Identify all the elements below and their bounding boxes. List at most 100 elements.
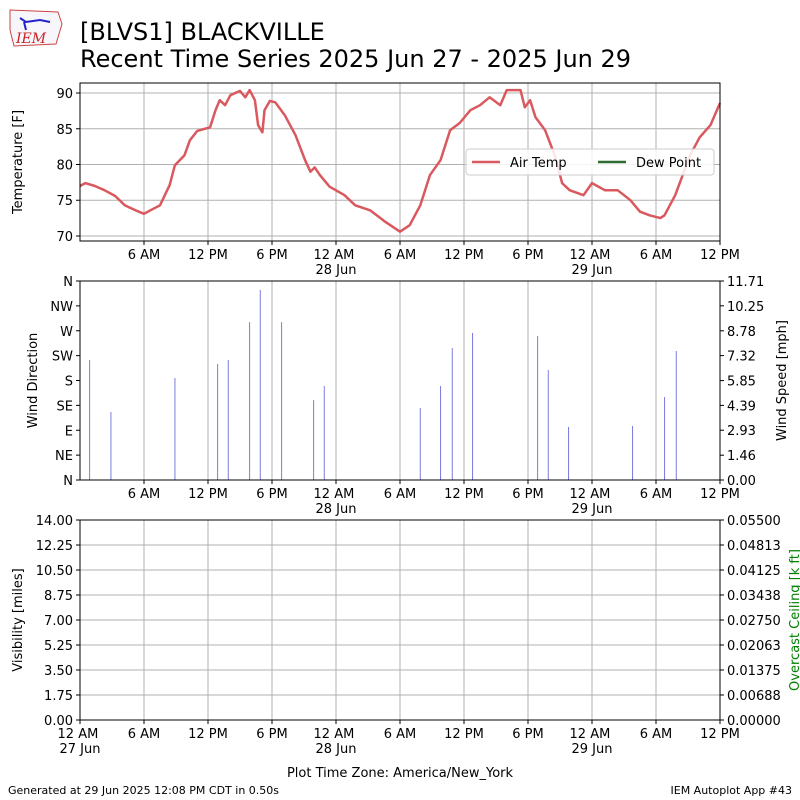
y-tick-label: 12.25 xyxy=(36,539,73,554)
y-tick-label: 85 xyxy=(56,123,73,138)
x-tick-label: 6 AM xyxy=(384,727,417,742)
x-tick-label: 6 PM xyxy=(256,727,287,742)
bar xyxy=(249,322,251,480)
y-tick-label: 3.50 xyxy=(44,664,73,679)
data-line xyxy=(79,88,722,233)
y-tick-label: NE xyxy=(55,449,73,464)
y2-axis-label: Wind Speed [mph] xyxy=(775,320,790,441)
logo-text: IEM xyxy=(15,31,47,47)
x-tick-label: 12 PM xyxy=(700,248,740,263)
x-tick-label: 6 AM xyxy=(640,487,673,502)
bar xyxy=(217,364,219,480)
y2-tick-label: 1.46 xyxy=(727,449,756,464)
legend-label: Air Temp xyxy=(510,156,567,171)
y-tick-label: 90 xyxy=(56,87,73,102)
y-tick-label: 14.00 xyxy=(36,514,73,529)
x-tick-label: 6 AM xyxy=(640,248,673,263)
y2-tick-label: 2.93 xyxy=(727,424,756,439)
axes-frame xyxy=(79,82,721,242)
y-axis-label: Visibility [miles] xyxy=(11,568,26,671)
logo-lines xyxy=(19,17,51,31)
y2-tick-label: 0.05500 xyxy=(727,514,781,529)
y-tick-label: SE xyxy=(57,399,73,414)
bar xyxy=(227,360,229,480)
x-tick-label: 12 PM xyxy=(700,727,740,742)
y2-tick-label: 5.85 xyxy=(727,375,756,390)
bar xyxy=(313,400,315,480)
y-tick-label: W xyxy=(60,325,73,340)
x-axis-label: Plot Time Zone: America/New_York xyxy=(287,766,514,781)
y-tick-label: N xyxy=(63,275,73,290)
y2-tick-label: 10.25 xyxy=(727,300,764,315)
x-tick-label: 12 PM xyxy=(188,248,228,263)
legend-box xyxy=(465,148,715,176)
y-tick-label: 80 xyxy=(56,159,73,174)
y2-tick-label: 0.04125 xyxy=(727,564,781,579)
y2-tick-label: 8.78 xyxy=(727,325,756,340)
y2-tick-label: 0.00 xyxy=(727,474,756,489)
x-tick-label: 12 PM xyxy=(444,248,484,263)
y-tick-label: 8.75 xyxy=(44,589,73,604)
y2-tick-label: 0.02063 xyxy=(727,639,781,654)
x-tick-label: 6 AM xyxy=(640,727,673,742)
y-tick-label: S xyxy=(65,375,73,390)
y-tick-label: 5.25 xyxy=(44,639,73,654)
x-tick-label: 6 PM xyxy=(512,727,543,742)
x-tick-label: 6 AM xyxy=(128,487,161,502)
app-note: IEM Autoplot App #43 xyxy=(671,784,793,797)
legend-label: Dew Point xyxy=(636,156,701,171)
x-tick-label: 6 AM xyxy=(128,248,161,263)
y-tick-label: SW xyxy=(52,350,73,365)
y2-tick-label: 0.03438 xyxy=(727,589,781,604)
x-tick-label: 6 PM xyxy=(256,487,287,502)
bar xyxy=(110,412,112,480)
bar xyxy=(89,360,91,480)
bar xyxy=(664,397,666,480)
bar xyxy=(472,333,474,480)
axes-frame xyxy=(79,280,721,481)
y-tick-label: 0.00 xyxy=(44,714,73,729)
bar xyxy=(568,426,570,480)
bar xyxy=(547,370,549,480)
x-tick-label: 12 PM xyxy=(188,487,228,502)
x-tick-label: 6 AM xyxy=(128,727,161,742)
y2-tick-label: 0.00000 xyxy=(727,714,781,729)
y-axis-label: Wind Direction xyxy=(26,333,41,429)
y-tick-label: 75 xyxy=(56,194,73,209)
x-tick-label: 12 AM 28 Jun xyxy=(314,248,359,278)
y2-tick-label: 4.39 xyxy=(727,399,756,414)
y-tick-label: NW xyxy=(50,300,73,315)
x-tick-label: 12 AM 28 Jun xyxy=(314,727,359,757)
bar xyxy=(323,386,325,480)
x-tick-label: 12 AM 28 Jun xyxy=(314,487,359,517)
y2-tick-label: 11.71 xyxy=(727,275,764,290)
bar xyxy=(675,351,677,480)
title: [BLVS1] BLACKVILLE xyxy=(80,18,325,46)
x-tick-label: 6 AM xyxy=(384,487,417,502)
bar xyxy=(440,386,442,480)
y-tick-label: 7.00 xyxy=(44,614,73,629)
x-tick-label: 12 PM xyxy=(444,487,484,502)
y-tick-label: 70 xyxy=(56,230,73,245)
bar xyxy=(632,425,634,480)
bar xyxy=(174,378,176,480)
y2-tick-label: 0.04813 xyxy=(727,539,781,554)
x-tick-label: 12 AM 29 Jun xyxy=(570,727,615,757)
x-tick-label: 6 PM xyxy=(512,248,543,263)
generated-note: Generated at 29 Jun 2025 12:08 PM CDT in… xyxy=(8,784,279,797)
bar xyxy=(259,290,261,480)
y-tick-label: E xyxy=(65,424,73,439)
x-tick-label: 12 PM xyxy=(444,727,484,742)
x-tick-label: 12 AM 27 Jun xyxy=(58,727,103,757)
y2-tick-label: 0.02750 xyxy=(727,614,781,629)
x-tick-label: 12 AM 29 Jun xyxy=(570,487,615,517)
logo: IEM xyxy=(9,9,63,47)
x-tick-label: 6 PM xyxy=(512,487,543,502)
y2-axis-label: Overcast Ceiling [k ft] xyxy=(788,549,800,691)
x-tick-label: 12 AM 29 Jun xyxy=(570,248,615,278)
y-axis-label: Temperature [F] xyxy=(11,110,26,215)
x-tick-label: 12 PM xyxy=(188,727,228,742)
y2-tick-label: 0.01375 xyxy=(727,664,781,679)
x-tick-label: 6 PM xyxy=(256,248,287,263)
